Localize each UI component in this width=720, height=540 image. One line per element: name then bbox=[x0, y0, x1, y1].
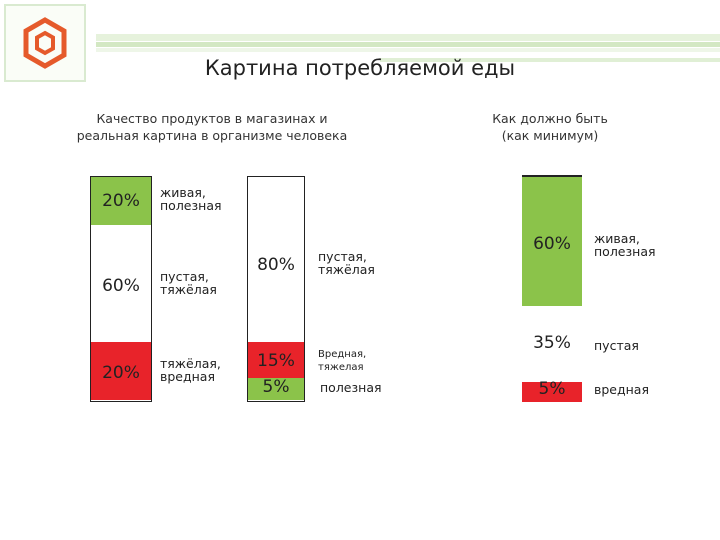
segment-label-line: тяжёлая bbox=[318, 262, 375, 277]
segment-label-line: пустая bbox=[594, 338, 639, 353]
segment-label: живая, полезная bbox=[594, 232, 656, 258]
bar-body-reality bbox=[247, 176, 305, 402]
segment-label: полезная bbox=[320, 381, 382, 394]
segment-percent: 5% bbox=[538, 379, 566, 399]
bar-segment-healthy bbox=[91, 177, 151, 225]
segment-label-line: пустая, bbox=[318, 249, 367, 264]
segment-label-line: вредная bbox=[594, 382, 649, 397]
segment-percent: 60% bbox=[533, 234, 571, 254]
segment-percent: 5% bbox=[262, 377, 290, 397]
segment-label: вредная bbox=[594, 383, 649, 396]
bar-segment-empty bbox=[91, 225, 151, 342]
left-heading-line: реальная картина в организме человека bbox=[76, 128, 348, 143]
segment-label-line: живая, bbox=[594, 231, 640, 246]
segment-label-line: пустая, bbox=[160, 269, 209, 284]
segment-label-line: живая, bbox=[160, 185, 206, 200]
bar-ideal bbox=[522, 176, 582, 402]
segment-label-line: полезная bbox=[160, 198, 222, 213]
left-heading-line: Качество продуктов в магазинах и bbox=[96, 111, 328, 126]
segment-label: пустая, тяжёлая bbox=[318, 250, 375, 276]
segment-label: тяжёлая, вредная bbox=[160, 357, 221, 383]
bar-store-quality bbox=[90, 176, 152, 402]
header-stripe bbox=[96, 48, 720, 52]
segment-label-line: полезная bbox=[320, 380, 382, 395]
bar-segment-harmful bbox=[522, 382, 582, 402]
hexagon-logo-icon bbox=[23, 17, 67, 69]
segment-label-line: тяжёлая, bbox=[160, 356, 221, 371]
bar-segment-empty bbox=[522, 306, 582, 382]
header-stripe bbox=[380, 58, 720, 62]
segment-label: пустая bbox=[594, 339, 639, 352]
header-stripe bbox=[96, 42, 720, 47]
segment-percent: 80% bbox=[257, 255, 295, 275]
segment-percent: 20% bbox=[102, 191, 140, 211]
right-heading-line: Как должно быть bbox=[492, 111, 608, 126]
bar-segment-harmful bbox=[248, 342, 304, 378]
segment-label-line: Вредная, bbox=[318, 349, 367, 360]
segment-label: пустая, тяжёлая bbox=[160, 270, 217, 296]
segment-label-line: тяжёлая bbox=[160, 282, 217, 297]
page-title: Картина потребляемой еды bbox=[204, 56, 516, 80]
bar-segment-healthy bbox=[248, 378, 304, 400]
segment-label: Вредная, тяжелая bbox=[318, 348, 366, 374]
bar-top-edge bbox=[522, 175, 582, 177]
bar-segment-healthy bbox=[522, 176, 582, 306]
segment-percent: 35% bbox=[533, 333, 571, 353]
right-heading-line: (как минимум) bbox=[501, 128, 599, 143]
bar-segment-empty bbox=[248, 177, 304, 342]
segment-label: живая, полезная bbox=[160, 186, 222, 212]
segment-label-line: полезная bbox=[594, 244, 656, 259]
segment-percent: 20% bbox=[102, 363, 140, 383]
bar-segment-harmful bbox=[91, 342, 151, 400]
header-stripe bbox=[96, 34, 720, 41]
segment-label-line: вредная bbox=[160, 369, 215, 384]
segment-percent: 60% bbox=[102, 276, 140, 296]
segment-percent: 15% bbox=[257, 351, 295, 371]
segment-label-line: тяжелая bbox=[318, 362, 364, 373]
right-heading: Как должно быть (как минимум) bbox=[470, 110, 630, 144]
left-heading: Качество продуктов в магазинах и реальна… bbox=[62, 110, 362, 144]
logo-frame bbox=[4, 4, 86, 82]
